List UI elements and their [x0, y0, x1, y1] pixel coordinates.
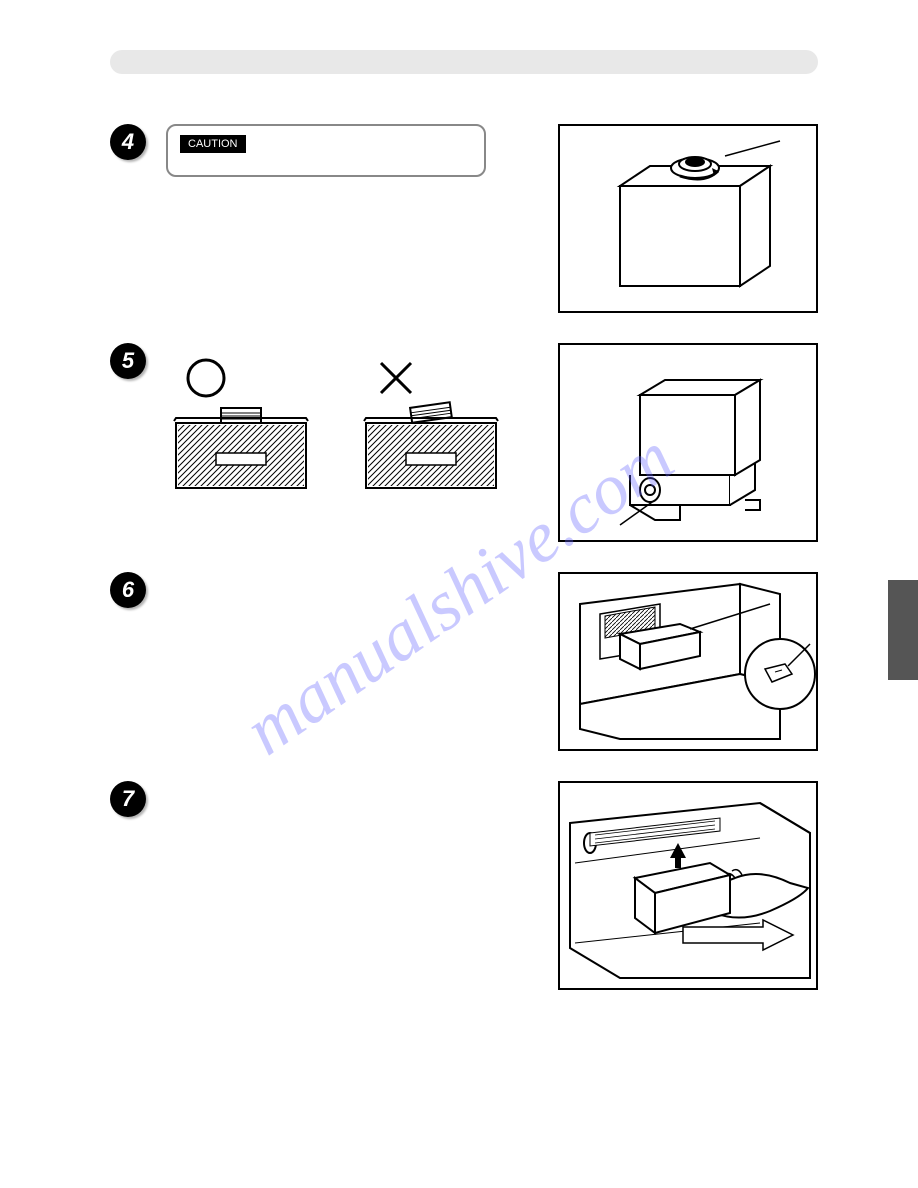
step-5-image — [558, 343, 818, 542]
step-6: 6 — [110, 572, 818, 751]
correct-icon — [188, 360, 224, 396]
step-number-4: 4 — [110, 124, 146, 160]
step-number-5: 5 — [110, 343, 146, 379]
step-5: 5 — [110, 343, 818, 542]
step-4-image — [558, 124, 818, 313]
incorrect-icon — [381, 363, 411, 393]
header-bar — [110, 50, 818, 74]
comparison-diagram — [166, 353, 538, 498]
caution-label: CAUTION — [180, 135, 246, 153]
step-number-7: 7 — [110, 781, 146, 817]
continue-arrow-icon — [678, 915, 798, 960]
step-number-6: 6 — [110, 572, 146, 608]
step-4: 4 CAUTION — [110, 124, 818, 313]
page-content: 4 CAUTION — [0, 0, 918, 1070]
step-6-image — [558, 572, 818, 751]
caution-box: CAUTION — [166, 124, 486, 177]
